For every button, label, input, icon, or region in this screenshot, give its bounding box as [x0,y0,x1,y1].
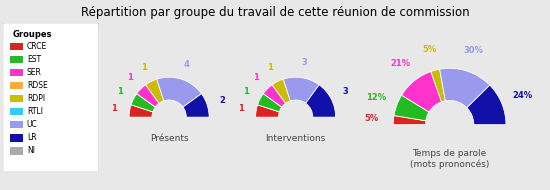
Text: 1: 1 [267,63,273,72]
Wedge shape [137,85,159,107]
Text: 1: 1 [111,104,117,113]
Text: LR: LR [27,133,36,142]
Bar [10,43,23,50]
Text: Répartition par groupe du travail de cette réunion de commission: Répartition par groupe du travail de cet… [81,6,469,19]
Text: 1: 1 [127,73,133,82]
Wedge shape [306,85,336,117]
Bar [10,95,23,102]
Wedge shape [393,116,426,125]
Text: 5%: 5% [422,45,437,54]
Wedge shape [263,85,285,107]
Text: UC: UC [27,120,37,129]
Wedge shape [257,94,282,112]
Wedge shape [402,72,442,112]
Wedge shape [283,77,319,103]
Text: EST: EST [27,55,41,64]
Text: NI: NI [27,146,35,155]
Text: 21%: 21% [390,59,410,68]
Text: 1: 1 [254,73,259,82]
Wedge shape [394,95,429,121]
Text: 3: 3 [301,58,307,67]
Bar [10,134,23,142]
Bar [10,69,23,76]
Text: 24%: 24% [512,91,532,100]
Wedge shape [157,77,201,107]
Text: 5%: 5% [365,114,379,123]
Text: 30%: 30% [463,46,483,55]
Bar [10,55,23,63]
Wedge shape [467,85,506,125]
Text: 12%: 12% [366,93,387,102]
Wedge shape [131,94,155,112]
Text: 1: 1 [141,63,147,72]
Text: Temps de parole
(mots prononcés): Temps de parole (mots prononcés) [410,149,490,169]
Wedge shape [272,79,290,103]
Wedge shape [146,79,164,103]
Bar [10,108,23,116]
Text: 1: 1 [117,87,123,97]
Text: 1: 1 [243,87,249,97]
Wedge shape [256,105,279,117]
Text: RDPI: RDPI [27,94,45,103]
Text: CRCE: CRCE [27,42,47,51]
Wedge shape [129,105,153,117]
Text: 3: 3 [342,87,348,97]
Wedge shape [431,69,446,102]
Wedge shape [183,94,209,117]
Text: RTLI: RTLI [27,107,43,116]
Bar [10,82,23,89]
Bar [10,121,23,128]
Text: 4: 4 [183,60,189,69]
Text: Présents: Présents [150,134,189,143]
Text: 1: 1 [238,104,244,113]
FancyBboxPatch shape [3,23,99,173]
Bar [10,147,23,154]
Text: 2: 2 [219,96,225,105]
Text: SER: SER [27,68,42,77]
Text: RDSE: RDSE [27,81,47,90]
Text: Interventions: Interventions [266,134,326,143]
Wedge shape [439,68,490,108]
Text: Groupes: Groupes [12,30,52,39]
